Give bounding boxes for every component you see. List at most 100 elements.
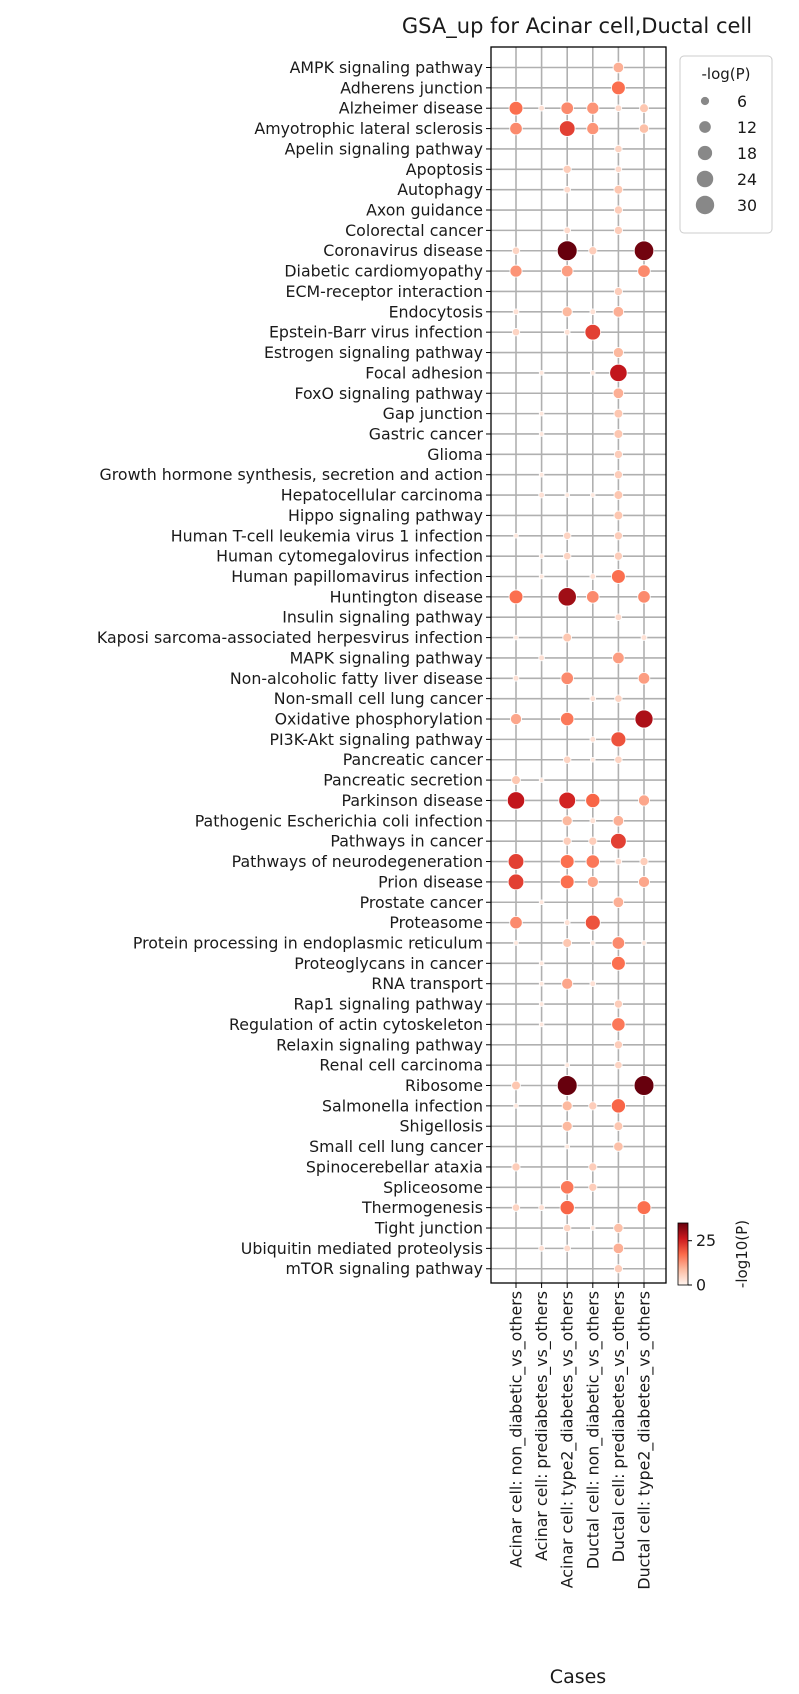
y-tick-label: Renal cell carcinoma [319,1056,483,1075]
y-tick-label: Proteoglycans in cancer [294,954,483,973]
data-point [561,1120,573,1132]
data-point [563,551,572,561]
y-tick-label: Pathways in cancer [330,832,483,851]
y-tick-label: MAPK signaling pathway [290,648,483,667]
data-point [590,940,596,946]
data-point [584,914,601,931]
data-point [613,510,624,521]
x-tick-label: Acinar cell: prediabetes_vs_others [532,1291,552,1561]
data-point [613,449,623,459]
data-point [611,956,626,971]
data-point [611,80,626,96]
x-tick-labels: Acinar cell: non_diabetic_vs_others Acina… [507,1283,655,1590]
y-tick-label: ECM-receptor interaction [286,282,483,301]
y-tick-label: Pathways of neurodegeneration [232,852,483,871]
data-point [588,1182,598,1192]
data-point [511,775,521,785]
y-tick-label: Parkinson disease [342,791,483,810]
colorbar-tick-label: 0 [696,1276,706,1295]
y-tick-label: Relaxin signaling pathway [276,1035,483,1054]
data-point [585,854,600,869]
data-point [614,144,623,154]
data-point [559,874,575,890]
y-tick-label: Gastric cancer [369,424,484,443]
data-point [506,791,526,810]
data-point [512,308,520,316]
data-point [613,1141,624,1152]
y-tick-label: Diabetic cardiomyopathy [284,262,483,281]
colorbar-gradient [677,1222,689,1286]
colorbar-label: -log10(P) [733,1220,751,1288]
data-point [538,980,545,987]
y-tick-label: Spinocerebellar ataxia [306,1157,483,1176]
data-point [610,1098,626,1114]
data-point [563,919,571,926]
size-legend-label: 18 [737,144,757,163]
chart-title: GSA_up for Acinar cell,Ductal cell [402,14,752,39]
data-point [610,731,627,748]
data-point [563,1244,571,1253]
y-tick-label: Salmonella infection [322,1096,483,1115]
data-point [513,533,519,539]
colorbar: -log10(P) 0 25 [677,1220,751,1295]
data-point [612,1242,625,1255]
data-point [586,101,600,115]
data-point [559,854,575,869]
data-point [589,695,597,702]
data-point [611,936,626,950]
data-point [638,794,650,807]
data-point [614,104,623,112]
data-point [563,531,572,540]
data-point [564,492,570,498]
y-tick-label: Pancreatic secretion [323,771,483,790]
data-point [612,815,625,827]
size-legend-marker [696,170,714,188]
data-point [641,940,647,946]
data-point [561,815,573,827]
data-point [610,832,627,850]
data-point [538,104,545,112]
y-tick-label: Regulation of actin cytoskeleton [229,1015,483,1034]
y-tick-label: Small cell lung cancer [309,1137,483,1156]
size-legend-marker [700,96,710,106]
data-point [586,875,599,888]
data-point [538,370,545,376]
x-tick-label: Ductal cell: prediabetes_vs_others [609,1291,629,1562]
y-tick-label: Gap junction [383,404,483,423]
y-tick-label: Adherens junction [340,78,483,97]
data-point [589,573,597,580]
data-point [589,817,597,825]
y-tick-label: Prostate cancer [360,893,484,912]
data-point [613,531,623,541]
size-legend: -log(P) 6 12 18 24 30 [679,55,773,234]
data-point [563,226,571,235]
y-tick-label: Proteasome [389,913,483,932]
data-point [560,1180,575,1195]
data-point [562,164,572,174]
data-point [638,875,650,888]
data-point [558,791,576,810]
y-tick-label: FoxO signaling pathway [294,384,483,403]
data-point [590,370,596,376]
data-point [562,938,573,948]
data-point [507,853,525,870]
y-tick-label: Non-alcoholic fatty liver disease [230,669,483,688]
data-point [538,491,545,499]
data-point [509,121,523,136]
y-tick-label: AMPK signaling pathway [290,58,483,77]
y-tick-label: Ubiquitin mediated proteolysis [241,1239,483,1258]
size-legend-label: 24 [737,170,757,189]
data-point [588,1101,598,1111]
y-tick-label: Spliceosome [383,1178,483,1197]
y-tick-label: Estrogen signaling pathway [264,343,483,362]
data-point [563,185,571,194]
y-tick-label: Prion disease [378,872,483,891]
data-point [636,1200,652,1215]
data-point [613,551,623,561]
y-tick-label: Growth hormone synthesis, secretion and … [100,465,483,484]
data-point [639,857,649,867]
data-points [506,61,655,1274]
data-point [538,960,545,967]
data-point [563,328,571,336]
data-point [538,573,545,580]
